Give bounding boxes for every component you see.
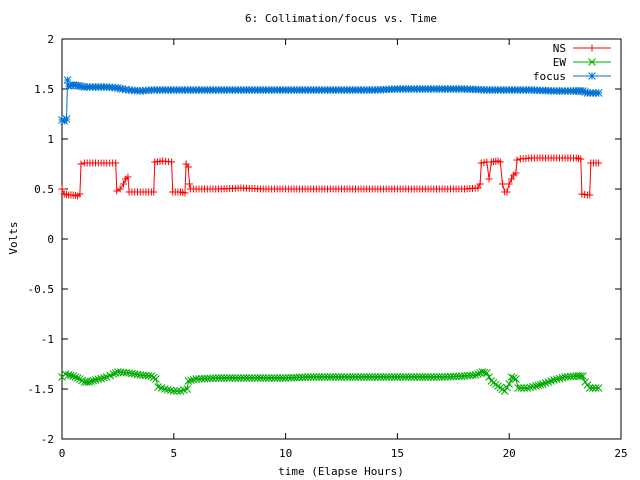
series-layer: [58, 76, 603, 395]
y-tick-label: -1.5: [28, 383, 55, 396]
axes: 0 5 10 15 20 25 -2 -1.5 -1 -0.5 0 0.5 1 1.5 2: [28, 33, 628, 460]
x-tick-label: 10: [279, 447, 292, 460]
y-tick-label: -1: [41, 333, 54, 346]
y-tick-label: -2: [41, 433, 54, 446]
chart-title: 6: Collimation/focus vs. Time: [245, 12, 437, 25]
series-ew: [58, 368, 603, 395]
y-tick-label: -0.5: [28, 283, 55, 296]
x-tick-label: 5: [170, 447, 177, 460]
x-tick-label: 20: [503, 447, 516, 460]
legend-label-focus: focus: [533, 70, 566, 83]
series-markers-ew: [58, 368, 603, 395]
y-tick-label: 0: [47, 233, 54, 246]
y-tick-label: 1.5: [34, 83, 54, 96]
series-markers-focus: [58, 76, 603, 125]
y-tick-label: 0.5: [34, 183, 54, 196]
series-focus: [58, 76, 603, 125]
y-axis-label: Volts: [7, 221, 20, 254]
x-tick-label: 15: [391, 447, 404, 460]
x-axis-label: time (Elapse Hours): [278, 465, 404, 478]
series-ns: [58, 154, 603, 200]
legend-label-ew: EW: [553, 56, 567, 69]
x-tick-label: 0: [59, 447, 66, 460]
series-markers-ns: [58, 154, 603, 200]
y-tick-label: 1: [47, 133, 54, 146]
legend-marker-ns: [588, 44, 596, 52]
legend-marker-focus: [588, 72, 596, 80]
legend-label-ns: NS: [553, 42, 566, 55]
legend-marker-ew: [588, 58, 596, 66]
series-line-focus: [61, 79, 599, 122]
y-tick-label: 2: [47, 33, 54, 46]
x-tick-label: 25: [614, 447, 627, 460]
